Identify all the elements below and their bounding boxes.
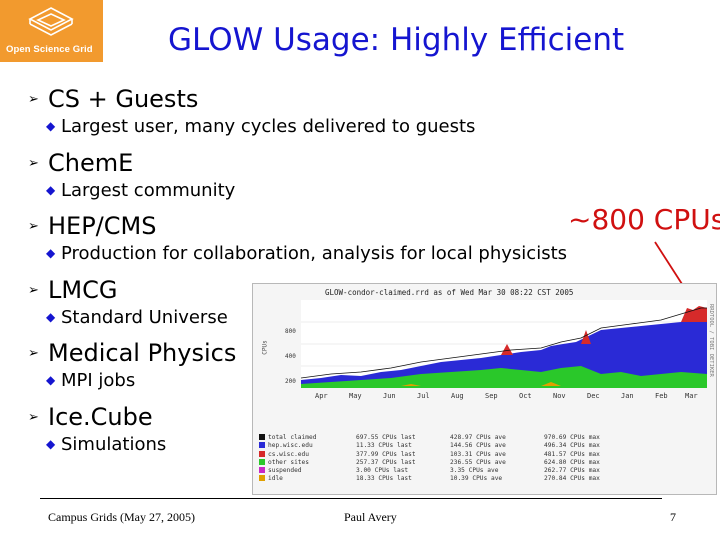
sub-bullet-label: Simulations	[61, 434, 167, 455]
graph-ytick: 200	[285, 378, 296, 385]
bullet-label: LMCG	[48, 276, 118, 304]
legend-last: 697.55 CPUs last	[356, 434, 416, 441]
graph-side-label: RRDTOOL / TOBI OETIKER	[708, 304, 714, 377]
legend-max: 481.57 CPUs max	[544, 450, 600, 458]
graph-title: GLOW-condor-claimed.rrd as of Wed Mar 30…	[325, 288, 574, 297]
legend-max: 970.69 CPUs max	[544, 434, 600, 441]
bullet-label: Ice.Cube	[48, 403, 153, 431]
legend-ave: 236.55 CPUs ave	[450, 458, 506, 466]
graph-xtick: May	[349, 392, 362, 400]
logo-text: Open Science Grid	[6, 44, 93, 55]
graph-xtick: Jun	[383, 392, 396, 400]
bullet-label: ChemE	[48, 149, 134, 177]
sub-bullet-cheme: ◆ Largest community	[46, 180, 236, 201]
legend-row: cs.wisc.edu 377.99 CPUs last 103.31 CPUs a…	[259, 450, 600, 459]
graph-xtick: Apr	[315, 392, 328, 400]
bullet-label: Medical Physics	[48, 339, 237, 367]
bullet-hep: ➢ HEP/CMS	[28, 212, 157, 240]
sub-bullet-medphys: ◆ MPI jobs	[46, 370, 136, 391]
legend-max: 270.84 CPUs max	[544, 475, 600, 483]
cpus-callout: ~800 CPUs	[568, 203, 720, 236]
sub-bullet-label: Largest user, many cycles delivered to g…	[61, 116, 476, 137]
graph-xtick: Aug	[451, 392, 464, 400]
bullet-lmcg: ➢ LMCG	[28, 276, 118, 304]
footer-author: Paul Avery	[344, 510, 397, 524]
legend-name: suspended	[268, 467, 302, 475]
graph-ytick: 400	[285, 353, 296, 360]
bullet-label: CS + Guests	[48, 85, 199, 113]
graph-xtick: Jan	[621, 392, 634, 400]
legend-ave: 428.97 CPUs ave	[450, 434, 506, 441]
legend-max: 496.34 CPUs max	[544, 442, 600, 450]
legend-row: hep.wisc.edu 11.33 CPUs last 144.56 CPUs a…	[259, 442, 600, 450]
graph-ytick: 800	[285, 328, 296, 335]
graph-plot-area	[300, 300, 707, 388]
legend-last: 257.37 CPUs last	[356, 458, 416, 466]
legend-max: 624.80 CPUs max	[544, 458, 600, 466]
graph-xtick: Feb	[655, 392, 668, 400]
legend-name: idle	[268, 475, 283, 483]
legend-last: 18.33 CPUs last	[356, 475, 412, 483]
sub-bullet-label: Largest community	[61, 180, 236, 201]
osg-grid-logo-icon	[28, 7, 74, 36]
legend-name: cs.wisc.edu	[268, 450, 309, 458]
graph-xtick: Nov	[553, 392, 566, 400]
legend-ave: 3.35 CPUs ave	[450, 467, 499, 475]
usage-graph: GLOW-condor-claimed.rrd as of Wed Mar 30…	[252, 283, 717, 495]
graph-xtick: Sep	[485, 392, 498, 400]
slide-title: GLOW Usage: Highly Efficient	[168, 22, 625, 58]
legend-last: 3.00 CPUs last	[356, 467, 409, 475]
sub-bullet-label: Standard Universe	[61, 307, 228, 328]
legend-max: 262.77 CPUs max	[544, 467, 600, 475]
legend-swatch	[259, 434, 265, 440]
legend-ave: 10.39 CPUs ave	[450, 475, 503, 483]
legend-row: total claimed 697.55 CPUs last 428.97 CPUs…	[259, 434, 600, 442]
usage-area-chart	[300, 306, 707, 388]
legend-swatch	[259, 450, 265, 457]
legend-swatch	[259, 442, 265, 449]
legend-swatch	[259, 467, 265, 474]
graph-legend: total claimed 697.55 CPUs last 428.97 CPUs…	[259, 434, 600, 484]
footer-left: Campus Grids (May 27, 2005)	[48, 510, 195, 524]
sub-bullet-hep: ◆ Production for collaboration, analysis …	[46, 243, 568, 264]
graph-xtick: Mar	[685, 392, 698, 400]
legend-swatch	[259, 475, 265, 482]
legend-last: 11.33 CPUs last	[356, 442, 412, 450]
page-number: 7	[670, 510, 676, 524]
graph-xtick: Dec	[587, 392, 600, 400]
legend-name: hep.wisc.edu	[268, 442, 313, 450]
legend-ave: 103.31 CPUs ave	[450, 450, 506, 458]
graph-xtick: Oct	[519, 392, 532, 400]
legend-row: suspended 3.00 CPUs last 3.35 CPUs ave 262.…	[259, 467, 600, 475]
legend-name: total claimed	[268, 434, 317, 441]
legend-last: 377.99 CPUs last	[356, 450, 416, 458]
sub-bullet-label: MPI jobs	[61, 370, 136, 391]
sub-bullet-cs: ◆ Largest user, many cycles delivered to …	[46, 116, 476, 137]
bullet-label: HEP/CMS	[48, 212, 157, 240]
sub-bullet-icecube: ◆ Simulations	[46, 434, 167, 455]
footer-divider	[40, 498, 662, 499]
bullet-cs: ➢ CS + Guests	[28, 85, 199, 113]
legend-row: idle 18.33 CPUs last 10.39 CPUs ave 270.84 …	[259, 475, 600, 483]
sub-bullet-lmcg: ◆ Standard Universe	[46, 307, 228, 328]
bullet-medphys: ➢ Medical Physics	[28, 339, 237, 367]
legend-ave: 144.56 CPUs ave	[450, 442, 506, 450]
osg-logo: Open Science Grid	[0, 0, 103, 62]
graph-xtick: Jul	[417, 392, 430, 400]
legend-row: other sites 257.37 CPUs last 236.55 CPUs a…	[259, 458, 600, 467]
legend-swatch	[259, 458, 265, 465]
bullet-icecube: ➢ Ice.Cube	[28, 403, 153, 431]
bullet-cheme: ➢ ChemE	[28, 149, 134, 177]
sub-bullet-label: Production for collaboration, analysis f…	[61, 243, 568, 264]
graph-yaxis-label: CPUs	[261, 340, 269, 355]
legend-name: other sites	[268, 458, 309, 466]
